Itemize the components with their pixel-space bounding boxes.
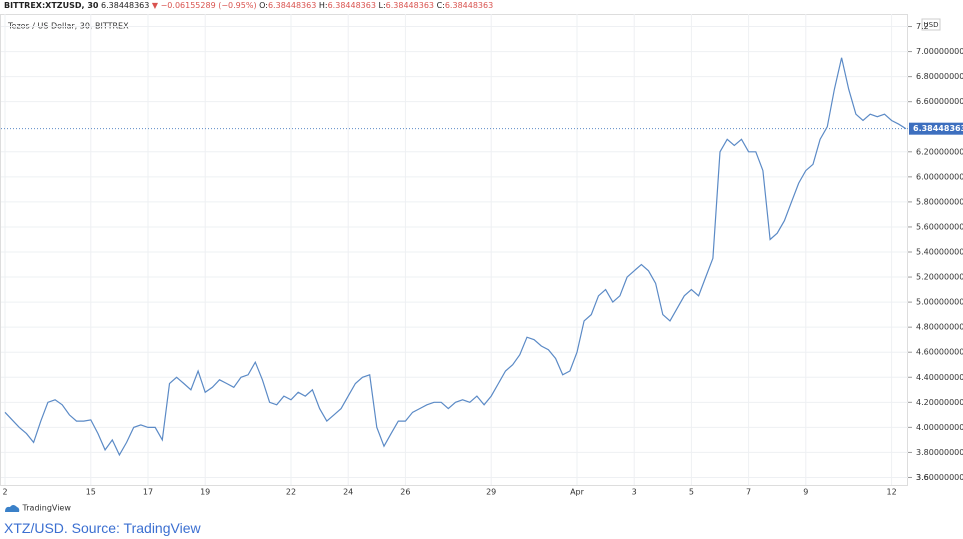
x-tick-label: 3 — [632, 488, 637, 497]
x-tick-label: 19 — [200, 488, 210, 497]
logo-text: TradingView — [22, 503, 71, 513]
y-tick-label: 3.80000000 — [916, 448, 963, 457]
y-tick-label: 4.40000000 — [916, 373, 963, 382]
x-tick-label: 22 — [286, 488, 296, 497]
x-tick-label: 12 — [887, 488, 897, 497]
chart-title: Tezos / US Dollar, 30, BITTREX — [7, 22, 129, 31]
y-tick-label: 4.20000000 — [916, 398, 963, 407]
chart: Tezos / US Dollar, 30, BITTREX USD 3.63.… — [0, 14, 963, 497]
y-tick-label: 6.60000000 — [916, 97, 963, 106]
y-tick-label: 4.80000000 — [916, 323, 963, 332]
x-tick-label: 26 — [400, 488, 410, 497]
y-tick-label: 4.00000000 — [916, 423, 963, 432]
ohlc-label: C: — [436, 1, 445, 10]
y-tick-label: 7.2 — [916, 22, 929, 31]
y-tick-label: 6.20000000 — [916, 147, 963, 156]
y-tick-label: 3.6 — [916, 473, 929, 482]
logo-icon — [5, 505, 20, 512]
ohlc-label: L: — [378, 1, 386, 10]
ohlc-value: 6.38448363 — [267, 1, 317, 10]
ohlc-value: 6.38448363 — [327, 1, 376, 10]
y-tick-label: 4.60000000 — [916, 348, 963, 357]
y-tick-label: 5.60000000 — [916, 222, 963, 231]
last-price-label: 6.38448363 — [913, 124, 963, 133]
ohlc-label: O: — [259, 1, 268, 10]
logo: TradingView — [4, 503, 71, 513]
x-tick-label: 17 — [143, 488, 153, 497]
y-tick-label: 7.00000000 — [916, 47, 963, 56]
x-tick-label: 7 — [746, 488, 751, 497]
ohlc-value: 6.38448363 — [385, 1, 435, 10]
x-tick-label: 5 — [689, 488, 694, 497]
header: BITTREX:XTZUSD, 30 6.38448363 ▼ −0.06155… — [4, 1, 493, 10]
price: 6.38448363 — [101, 1, 150, 10]
ohlc-value: 6.38448363 — [444, 1, 494, 10]
symbol: BITTREX:XTZUSD, 30 — [4, 1, 99, 10]
plot-frame — [0, 14, 908, 486]
y-tick-label: 6.80000000 — [916, 72, 963, 81]
y-tick-label: 5.20000000 — [916, 273, 963, 282]
price-line — [4, 57, 907, 457]
currency-box — [921, 18, 941, 31]
y-tick-label: 5.80000000 — [916, 197, 963, 206]
last-price-box — [909, 122, 963, 135]
change: ▼ −0.06155289 (−0.95%) — [151, 1, 257, 10]
x-tick-label: 24 — [343, 488, 353, 497]
x-tick-label: 9 — [803, 488, 808, 497]
y-tick-label: 5.00000000 — [916, 298, 963, 307]
y-tick-label: 3.60000000 — [916, 473, 963, 482]
x-tick-label: 2 — [2, 488, 7, 497]
x-tick-label: 15 — [86, 488, 96, 497]
x-tick-label: Apr — [570, 488, 585, 497]
y-tick-label: 6.00000000 — [916, 172, 963, 181]
y-tick-label: 5.40000000 — [916, 248, 963, 257]
x-tick-label: 29 — [486, 488, 496, 497]
currency: USD — [924, 21, 939, 29]
caption: XTZ/USD. Source: TradingView — [4, 520, 201, 536]
ohlc-label: H: — [318, 1, 328, 10]
